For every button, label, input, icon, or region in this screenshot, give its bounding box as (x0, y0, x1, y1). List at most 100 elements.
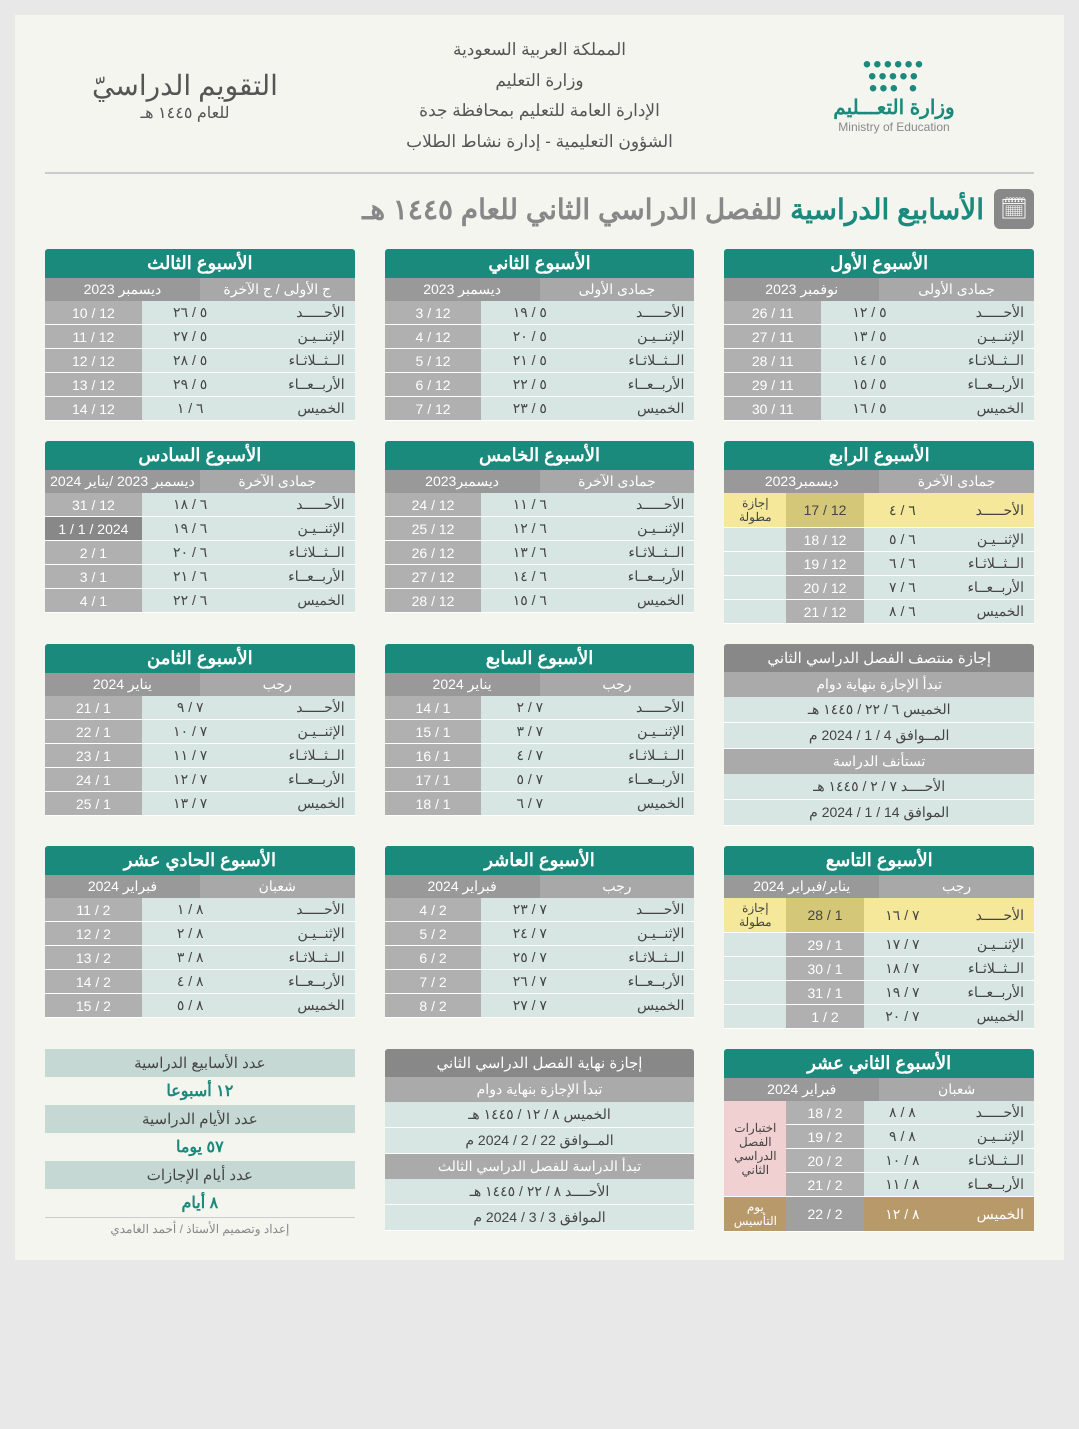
day-cell: الأربــعــاء (918, 373, 1034, 397)
day-cell: الأربــعــاء (578, 373, 694, 397)
week-row: الخميس ٦ / ١٥ 12 / 28 (385, 589, 695, 613)
hijri-month: رجب (540, 875, 695, 898)
hijri-month: رجب (200, 673, 355, 696)
greg-month: يناير/فبراير 2024 (724, 875, 879, 898)
day-cell: الأحـــــد (578, 898, 694, 922)
hijri-cell: ٦ / ٨ (864, 600, 941, 624)
week-table: الأحـــــد ٥ / ١٢ 11 / 26 الإثنــيـن ٥ /… (724, 301, 1034, 421)
week-block: الأسبوع الأول جمادى الأولى نوفمبر 2023 ا… (724, 249, 1034, 421)
hijri-cell: ٨ / ١١ (864, 1173, 941, 1197)
hijri-cell: ٧ / ٤ (481, 744, 578, 768)
greg-cell: 2 / 13 (45, 946, 142, 970)
week-table: الأحـــــد ٧ / ٢٣ 2 / 4 الإثنــيـن ٧ / ٢… (385, 898, 695, 1018)
greg-cell: 12 / 24 (385, 493, 482, 517)
hijri-cell: ٥ / ١٤ (821, 349, 918, 373)
info-row: الخميس ٨ / ١٢ / ١٤٤٥ هـ (385, 1102, 695, 1128)
week-subheader: رجب يناير 2024 (385, 673, 695, 696)
hijri-cell: ٥ / ٢٠ (481, 325, 578, 349)
day-cell: الإثنــيـن (239, 325, 355, 349)
greg-cell: 2 / 1 (786, 1005, 863, 1029)
greg-month: فبراير 2024 (45, 875, 200, 898)
greg-cell: 12 / 6 (385, 373, 482, 397)
week-row: الــثــلاثـاء ٧ / ٢٥ 2 / 6 (385, 946, 695, 970)
week-row: الخميس ٦ / ٨ 12 / 21 (724, 600, 1034, 624)
hijri-cell: ٧ / ٣ (481, 720, 578, 744)
greg-month: ديسمبر 2023 /يناير 2024 (45, 470, 200, 493)
hijri-month: رجب (540, 673, 695, 696)
week-subheader: جمادى الآخرة ديسمبر 2023 /يناير 2024 (45, 470, 355, 493)
greg-month: ديسمبر2023 (385, 470, 540, 493)
week-row: الخميس ٦ / ١ 12 / 14 (45, 397, 355, 421)
day-cell: الإثنــيـن (578, 922, 694, 946)
week-table: الأحـــــد ٦ / ٤ 12 / 17 إجازة مطولة الإ… (724, 493, 1034, 624)
hijri-cell: ٧ / ٥ (481, 768, 578, 792)
info-block: إجازة نهاية الفصل الدراسي الثاني تبدأ ال… (385, 1049, 695, 1240)
day-cell: الأربــعــاء (239, 373, 355, 397)
day-cell: الإثنــيـن (941, 528, 1034, 552)
day-cell: الأحـــــد (918, 301, 1034, 325)
hijri-cell: ٥ / ٢٦ (142, 301, 239, 325)
hijri-cell: ٧ / ٢٣ (481, 898, 578, 922)
week-table: الأحـــــد ٦ / ١١ 12 / 24 الإثنــيـن ٦ /… (385, 493, 695, 613)
day-cell: الخميس (239, 589, 355, 613)
week-row: الــثــلاثـاء ٦ / ٦ 12 / 19 (724, 552, 1034, 576)
day-cell: الخميس (578, 397, 694, 421)
summary-value: ٥٧ يوما (45, 1133, 355, 1161)
greg-cell: 12 / 26 (385, 541, 482, 565)
week-row: الخميس ٥ / ١٦ 11 / 30 (724, 397, 1034, 421)
greg-cell: 1 / 23 (45, 744, 142, 768)
week-row: الخميس ٨ / ٥ 2 / 15 (45, 994, 355, 1018)
hijri-cell: ٦ / ١٨ (142, 493, 239, 517)
hijri-month: جمادى الآخرة (540, 470, 695, 493)
hijri-cell: ٥ / ١٢ (821, 301, 918, 325)
week-row: الأحـــــد ٧ / ٢٣ 2 / 4 (385, 898, 695, 922)
hijri-cell: ٨ / ٣ (142, 946, 239, 970)
week-subheader: جمادى الآخرة ديسمبر2023 (385, 470, 695, 493)
day-cell: الخميس (239, 994, 355, 1018)
week-row: الإثنــيـن ٧ / ٢٤ 2 / 5 (385, 922, 695, 946)
week-title: الأسبوع التاسع (724, 846, 1034, 875)
info-row: الأحــــد ٨ / ٢٢ / ١٤٤٥ هـ (385, 1179, 695, 1205)
week-title: الأسبوع الرابع (724, 441, 1034, 470)
hijri-cell: ٥ / ٢٧ (142, 325, 239, 349)
greg-cell: 11 / 27 (724, 325, 821, 349)
greg-cell: 12 / 27 (385, 565, 482, 589)
note-cell: يوم التأسيس (724, 1197, 786, 1232)
weeks-grid: الأسبوع الأول جمادى الأولى نوفمبر 2023 ا… (45, 249, 1034, 1240)
greg-cell: 12 / 18 (786, 528, 863, 552)
calendar-check-icon: 🗓 (994, 189, 1034, 229)
day-cell: الأربــعــاء (578, 565, 694, 589)
week-subheader: رجب يناير 2024 (45, 673, 355, 696)
info-row: الموافق 3 / 3 / 2024 م (385, 1205, 695, 1231)
week-block: الأسبوع الرابع جمادى الآخرة ديسمبر2023 ا… (724, 441, 1034, 624)
summary-header: عدد الأيام الدراسية (45, 1105, 355, 1133)
week-row: الأحـــــد ٥ / ١٢ 11 / 26 (724, 301, 1034, 325)
note-cell (724, 933, 786, 957)
week-title: الأسبوع الأول (724, 249, 1034, 278)
week-block: الأسبوع السابع رجب يناير 2024 الأحـــــد… (385, 644, 695, 826)
note-cell (724, 957, 786, 981)
day-cell: الأربــعــاء (578, 970, 694, 994)
hijri-cell: ٧ / ٢٤ (481, 922, 578, 946)
day-cell: الــثــلاثـاء (578, 541, 694, 565)
week-row: الــثــلاثـاء ٦ / ١٣ 12 / 26 (385, 541, 695, 565)
ministry-label: وزارة التعـــليم (754, 95, 1034, 120)
info-row: المــوافق 22 / 2 / 2024 م (385, 1128, 695, 1154)
week-row: الــثــلاثـاء ٥ / ٢١ 12 / 5 (385, 349, 695, 373)
summary-header: عدد الأسابيع الدراسية (45, 1049, 355, 1077)
hijri-cell: ٦ / ٤ (864, 493, 941, 528)
week-title: الأسبوع الخامس (385, 441, 695, 470)
day-cell: الخميس (239, 792, 355, 816)
week-block: الأسبوع الحادي عشر شعبان فبراير 2024 الأ… (45, 846, 355, 1029)
day-cell: الإثنــيـن (578, 517, 694, 541)
day-cell: الإثنــيـن (918, 325, 1034, 349)
greg-cell: 12 / 5 (385, 349, 482, 373)
dept1: الإدارة العامة للتعليم بمحافظة جدة (325, 96, 754, 127)
country: المملكة العربية السعودية (325, 35, 754, 66)
week-table: الأحـــــد ٧ / ٢ 1 / 14 الإثنــيـن ٧ / ٣… (385, 696, 695, 816)
greg-cell: 1 / 17 (385, 768, 482, 792)
week-row: الإثنــيـن ٧ / ٣ 1 / 15 (385, 720, 695, 744)
greg-month: ديسمبر 2023 (45, 278, 200, 301)
note-cell: اختبارات الفصل الدراسي الثاني (724, 1101, 786, 1197)
day-cell: الخميس (239, 397, 355, 421)
